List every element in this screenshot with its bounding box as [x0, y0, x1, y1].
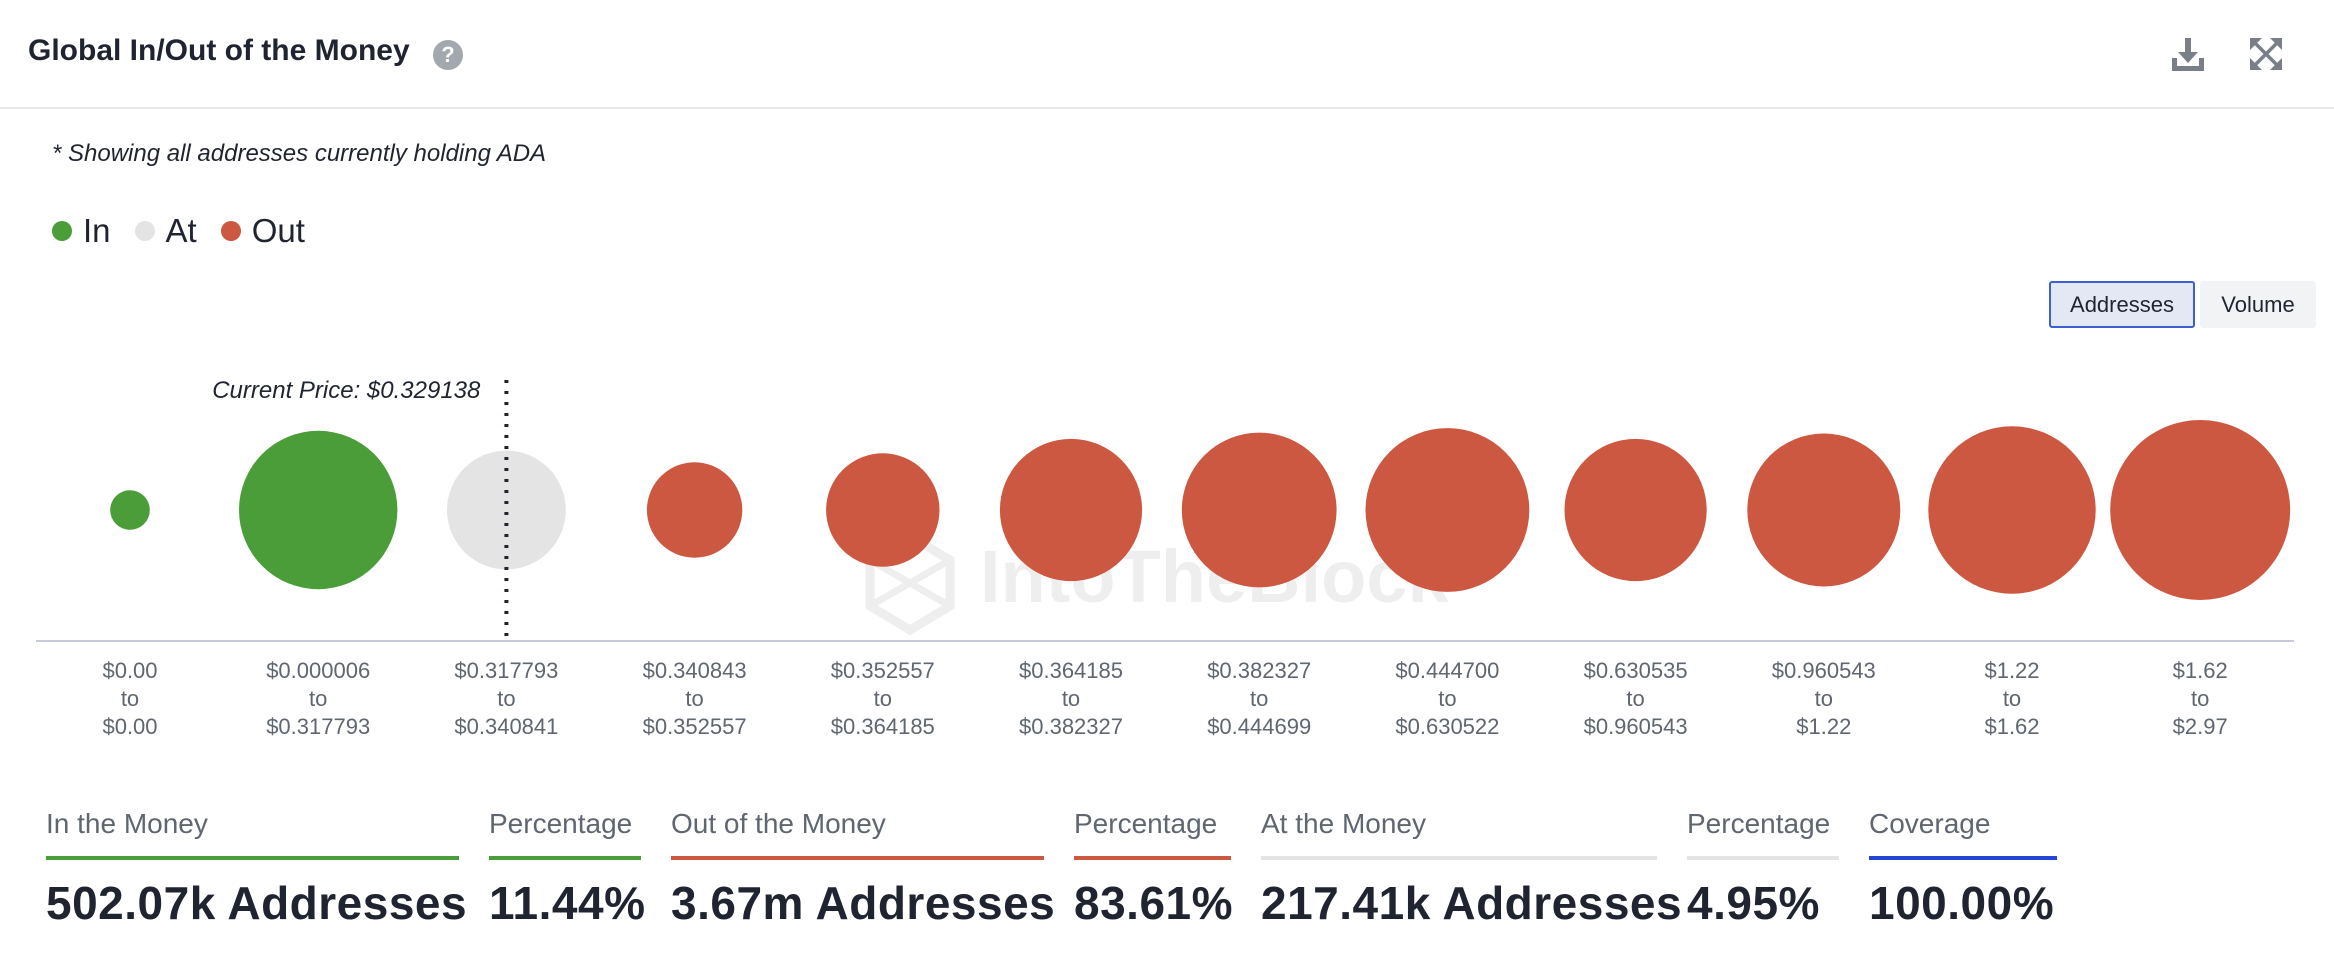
tick-label-from: $0.00	[102, 658, 157, 683]
tick-label-joiner: to	[1250, 686, 1268, 711]
in-percentage-label: Percentage	[489, 808, 633, 839]
bubble-in-0[interactable]	[110, 490, 150, 530]
in-the-money-bar	[46, 856, 459, 860]
bubble-out-9[interactable]	[1747, 433, 1901, 587]
at-percentage-bar	[1687, 856, 1839, 860]
fullscreen-button[interactable]	[2244, 32, 2288, 76]
tick-label-to: $1.22	[1796, 714, 1851, 739]
tick-label-from: $0.444700	[1395, 658, 1499, 683]
out-of-the-money-bar	[671, 856, 1044, 860]
tick-label-to: $0.364185	[831, 714, 935, 739]
tick-label-to: $2.97	[2173, 714, 2228, 739]
tick-label-joiner: to	[685, 686, 703, 711]
in-percentage-value: 11.44%	[489, 877, 646, 929]
out-of-the-money-value: 3.67m Addresses	[671, 877, 1056, 929]
tick-label-from: $0.382327	[1207, 658, 1311, 683]
bubble-out-8[interactable]	[1564, 438, 1707, 582]
tick-label-joiner: to	[309, 686, 327, 711]
at-the-money-value: 217.41k Addresses	[1261, 877, 1683, 929]
tick-label-from: $0.960543	[1772, 658, 1876, 683]
tick-label-to: $0.444699	[1207, 714, 1311, 739]
bubble-in-1[interactable]	[239, 430, 398, 590]
in-the-money-label: In the Money	[46, 808, 208, 839]
at-the-money-label: At the Money	[1261, 808, 1426, 839]
chart-legend: In At Out	[52, 212, 329, 250]
tick-label-to: $0.340841	[454, 714, 558, 739]
bubble-out-10[interactable]	[1928, 426, 2096, 594]
tick-label-joiner: to	[121, 686, 139, 711]
tick-label-from: $0.000006	[266, 658, 370, 683]
tick-label-to: $0.630522	[1395, 714, 1499, 739]
tick-label-joiner: to	[1815, 686, 1833, 711]
tick-label-joiner: to	[1626, 686, 1644, 711]
tick-label-from: $0.630535	[1584, 658, 1688, 683]
tick-label-joiner: to	[2191, 686, 2209, 711]
tick-label-joiner: to	[1438, 686, 1456, 711]
watermark: IntoTheBlock	[865, 530, 1450, 636]
chart-header: Global In/Out of the Money ?	[0, 0, 2334, 109]
out-percentage-label: Percentage	[1074, 808, 1218, 839]
in-percentage-bar	[489, 856, 641, 860]
addresses-toggle-button[interactable]: Addresses	[2049, 281, 2195, 328]
legend-dot-out	[220, 221, 241, 241]
tick-label-to: $0.00	[102, 714, 157, 739]
chart-title: Global In/Out of the Money	[28, 34, 410, 67]
bubble-out-11[interactable]	[2110, 420, 2291, 600]
tick-label-to: $0.317793	[266, 714, 370, 739]
bubble-out-6[interactable]	[1181, 432, 1337, 588]
legend-item-in[interactable]: In	[52, 212, 111, 250]
legend-label-out: Out	[251, 212, 305, 249]
tick-label-from: $0.352557	[831, 658, 935, 683]
coverage-value: 100.00%	[1869, 877, 2055, 929]
coverage-label: Coverage	[1869, 808, 1991, 839]
x-axis-ticks: $0.00 to $0.00 $0.000006 to $0.317793 $0.31779…	[102, 658, 2227, 739]
tick-label-joiner: to	[2003, 686, 2021, 711]
out-percentage-bar	[1074, 856, 1231, 860]
expand-arrows-icon	[2250, 38, 2282, 70]
download-button[interactable]	[2166, 32, 2210, 76]
current-price-label: Current Price: $0.329138	[212, 377, 481, 404]
bubble-out-7[interactable]	[1365, 428, 1530, 592]
legend-item-at[interactable]: At	[134, 212, 197, 250]
legend-label-at: At	[165, 212, 197, 249]
bubble-at-2[interactable]	[447, 450, 566, 570]
legend-item-out[interactable]: Out	[220, 212, 305, 250]
bubble-out-5[interactable]	[999, 438, 1143, 582]
out-percentage-value: 83.61%	[1074, 877, 1234, 929]
volume-toggle-button[interactable]: Volume	[2200, 281, 2316, 328]
tick-label-from: $1.22	[1984, 658, 2039, 683]
bubble-out-4[interactable]	[826, 453, 940, 567]
tick-label-joiner: to	[874, 686, 892, 711]
in-the-money-value: 502.07k Addresses	[46, 877, 468, 929]
tick-label-to: $0.382327	[1019, 714, 1123, 739]
out-of-the-money-label: Out of the Money	[671, 808, 886, 839]
at-percentage-label: Percentage	[1687, 808, 1831, 839]
coverage-bar	[1869, 856, 2057, 860]
at-the-money-bar	[1261, 856, 1657, 860]
at-percentage-value: 4.95%	[1687, 877, 1820, 929]
question-circle-icon[interactable]: ?	[433, 40, 463, 70]
tick-label-to: $0.352557	[643, 714, 747, 739]
bubble-series	[110, 420, 2291, 600]
download-icon	[2172, 38, 2204, 71]
legend-label-in: In	[83, 212, 111, 249]
tick-label-to: $1.62	[1984, 714, 2039, 739]
legend-dot-in	[52, 221, 72, 241]
tick-label-from: $0.317793	[454, 658, 558, 683]
tick-label-joiner: to	[497, 686, 515, 711]
bubble-out-3[interactable]	[646, 462, 743, 558]
tick-label-from: $0.364185	[1019, 658, 1123, 683]
legend-dot-at	[134, 221, 155, 241]
bubble-chart: IntoTheBlock Current Price: $0.329138 $0…	[36, 377, 2294, 739]
tick-label-joiner: to	[1062, 686, 1080, 711]
tick-label-to: $0.960543	[1584, 714, 1688, 739]
tick-label-from: $0.340843	[643, 658, 747, 683]
tick-label-from: $1.62	[2173, 658, 2228, 683]
holding-note: * Showing all addresses currently holdin…	[52, 140, 547, 167]
